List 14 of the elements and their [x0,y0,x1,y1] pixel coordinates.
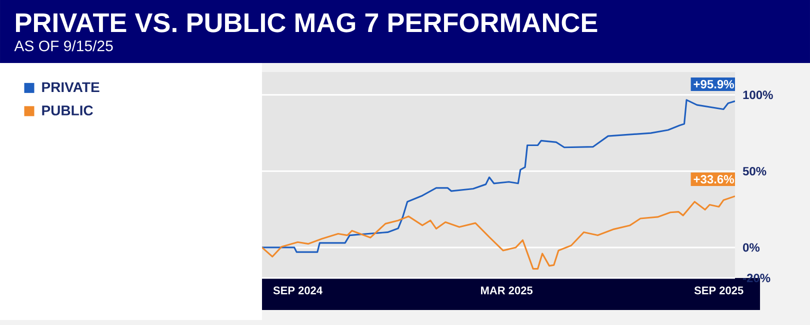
y-tick-label: 0% [743,243,760,252]
legend-label: PUBLIC [42,106,93,116]
annotation: +33.6% [694,175,734,184]
chart-title: PRIVATE VS. PUBLIC MAG 7 PERFORMANCE [16,13,598,32]
y-tick-label: 50% [742,166,766,176]
x-tick-label: MAR 2025 [481,286,533,294]
text: AS OF 9/15/25 [14,40,113,52]
line-series [262,99,735,253]
y-tick-label: 100% [743,90,773,100]
annotation: +95.9% [694,80,734,88]
x-tick-label: SEP 2024 [273,286,322,294]
legend-label: PRIVATE [42,82,100,92]
x-tick-label: SEP 2025 [694,286,744,294]
line-series [262,195,735,270]
